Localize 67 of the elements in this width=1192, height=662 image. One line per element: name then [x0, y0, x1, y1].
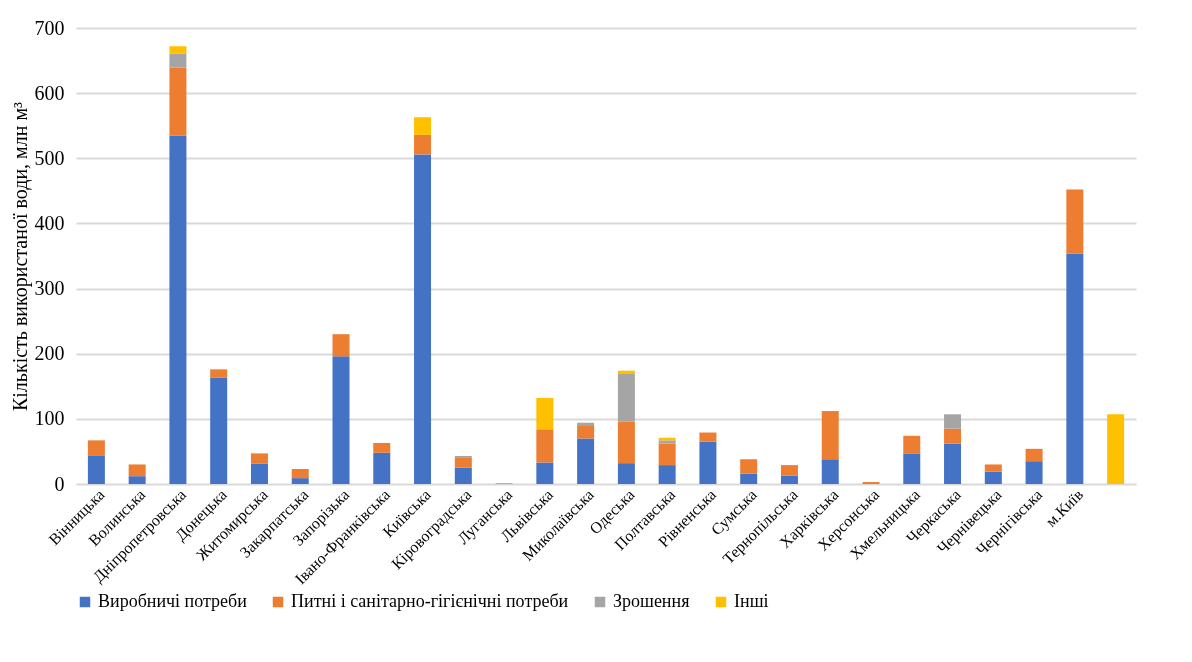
- y-axis-title: Кількість використаної води, млн м³: [8, 101, 32, 412]
- bar: [944, 443, 962, 484]
- bar: [699, 441, 717, 484]
- bar: [577, 426, 595, 439]
- y-tick-label: 300: [34, 277, 65, 300]
- bar: [780, 475, 798, 484]
- bar: [373, 442, 391, 453]
- bar: [250, 453, 268, 464]
- bar: [617, 463, 635, 484]
- y-tick-label: 0: [54, 472, 65, 495]
- bar: [617, 421, 635, 464]
- bar: [984, 471, 1002, 484]
- bar: [780, 465, 798, 476]
- bar: [169, 67, 187, 136]
- bar: [128, 476, 146, 484]
- bar: [699, 432, 717, 442]
- bar: [373, 452, 391, 484]
- bar: [821, 411, 839, 460]
- bar: [1066, 189, 1084, 254]
- bar: [944, 414, 962, 429]
- bar: [210, 369, 228, 378]
- bar: [169, 53, 187, 68]
- y-tick-label: 700: [34, 16, 65, 39]
- bar: [536, 398, 554, 430]
- legend-label: Виробничі потреби: [98, 591, 248, 611]
- bar: [414, 154, 432, 484]
- bar: [1025, 448, 1043, 462]
- y-tick-label: 400: [34, 211, 65, 234]
- y-tick-label: 500: [34, 146, 65, 169]
- bar: [332, 356, 350, 484]
- bar: [740, 473, 758, 484]
- y-tick-label: 200: [34, 342, 65, 365]
- bar: [414, 134, 432, 155]
- y-tick-label: 100: [34, 407, 65, 430]
- bar: [169, 135, 187, 484]
- bar: [454, 457, 472, 468]
- bar: [536, 462, 554, 484]
- bar: [984, 464, 1002, 472]
- legend-label: Питні і санітарно-гігієнічні потреби: [291, 591, 569, 611]
- bar: [617, 373, 635, 422]
- bar: [577, 438, 595, 484]
- bar: [291, 469, 309, 479]
- bar: [1025, 461, 1043, 484]
- bar: [414, 117, 432, 135]
- bar: [658, 465, 676, 484]
- bar: [1107, 414, 1125, 484]
- bar: [903, 453, 921, 484]
- bar: [740, 459, 758, 474]
- bar: [1066, 253, 1084, 484]
- legend-label: Інші: [734, 591, 769, 611]
- bar: [128, 464, 146, 477]
- bar: [87, 440, 105, 456]
- y-tick-label: 600: [34, 81, 65, 104]
- bar: [577, 422, 595, 427]
- bar: [536, 429, 554, 463]
- bar: [658, 443, 676, 466]
- bar: [903, 435, 921, 454]
- bar: [291, 478, 309, 484]
- bar: [944, 428, 962, 444]
- legend-label: Зрошення: [613, 591, 690, 611]
- bar: [250, 463, 268, 484]
- bar: [454, 467, 472, 484]
- bar: [87, 455, 105, 484]
- bar: [332, 334, 350, 357]
- bar: [821, 459, 839, 484]
- bar: [210, 377, 228, 484]
- bar: [169, 46, 187, 54]
